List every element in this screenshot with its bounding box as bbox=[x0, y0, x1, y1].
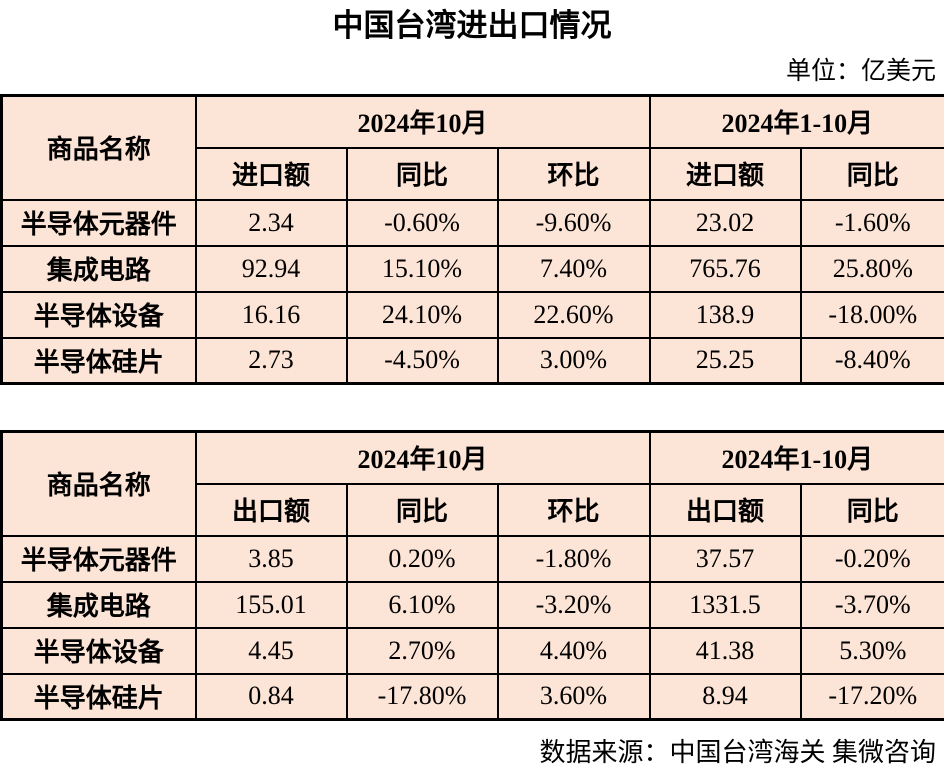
product-name-cell: 集成电路 bbox=[2, 246, 196, 292]
value-cell: -17.80% bbox=[347, 674, 498, 720]
value-cell: 0.20% bbox=[347, 536, 498, 582]
product-name-cell: 半导体硅片 bbox=[2, 338, 196, 384]
value-cell: 37.57 bbox=[650, 536, 801, 582]
value-cell: 6.10% bbox=[347, 582, 498, 628]
value-cell: 2.34 bbox=[196, 200, 347, 246]
export-table: 商品名称 2024年10月 2024年1-10月 出口额 同比 环比 出口额 同… bbox=[0, 430, 944, 721]
sub-header-cell: 出口额 bbox=[650, 484, 801, 536]
value-cell: 138.9 bbox=[650, 292, 801, 338]
sub-header-cell: 环比 bbox=[498, 148, 650, 200]
value-cell: 92.94 bbox=[196, 246, 347, 292]
value-cell: -3.20% bbox=[498, 582, 650, 628]
sub-header-cell: 环比 bbox=[498, 484, 650, 536]
value-cell: 23.02 bbox=[650, 200, 801, 246]
value-cell: 4.45 bbox=[196, 628, 347, 674]
value-cell: 15.10% bbox=[347, 246, 498, 292]
value-cell: -3.70% bbox=[801, 582, 944, 628]
table-row: 集成电路 92.94 15.10% 7.40% 765.76 25.80% bbox=[2, 246, 944, 292]
sub-header-cell: 进口额 bbox=[196, 148, 347, 200]
sub-header-cell: 同比 bbox=[347, 484, 498, 536]
value-cell: -9.60% bbox=[498, 200, 650, 246]
table-row: 半导体元器件 2.34 -0.60% -9.60% 23.02 -1.60% bbox=[2, 200, 944, 246]
source-label: 数据来源：中国台湾海关 集微咨询 bbox=[0, 737, 944, 769]
group-header-cell: 2024年10月 bbox=[196, 432, 650, 484]
table-row: 商品名称 2024年10月 2024年1-10月 bbox=[2, 96, 944, 148]
table-row: 半导体设备 16.16 24.10% 22.60% 138.9 -18.00% bbox=[2, 292, 944, 338]
value-cell: -1.60% bbox=[801, 200, 944, 246]
value-cell: -4.50% bbox=[347, 338, 498, 384]
value-cell: 765.76 bbox=[650, 246, 801, 292]
corner-header-cell: 商品名称 bbox=[2, 96, 196, 200]
value-cell: 7.40% bbox=[498, 246, 650, 292]
value-cell: -17.20% bbox=[801, 674, 944, 720]
unit-label: 单位：亿美元 bbox=[0, 56, 944, 88]
product-name-cell: 半导体设备 bbox=[2, 292, 196, 338]
table-row: 半导体元器件 3.85 0.20% -1.80% 37.57 -0.20% bbox=[2, 536, 944, 582]
value-cell: 5.30% bbox=[801, 628, 944, 674]
value-cell: -1.80% bbox=[498, 536, 650, 582]
value-cell: -0.60% bbox=[347, 200, 498, 246]
product-name-cell: 半导体硅片 bbox=[2, 674, 196, 720]
page-title: 中国台湾进出口情况 bbox=[0, 8, 944, 44]
sub-header-cell: 同比 bbox=[801, 484, 944, 536]
table-row: 集成电路 155.01 6.10% -3.20% 1331.5 -3.70% bbox=[2, 582, 944, 628]
value-cell: 8.94 bbox=[650, 674, 801, 720]
value-cell: 25.25 bbox=[650, 338, 801, 384]
sub-header-cell: 进口额 bbox=[650, 148, 801, 200]
value-cell: 1331.5 bbox=[650, 582, 801, 628]
product-name-cell: 半导体元器件 bbox=[2, 200, 196, 246]
value-cell: 155.01 bbox=[196, 582, 347, 628]
value-cell: 0.84 bbox=[196, 674, 347, 720]
value-cell: 2.73 bbox=[196, 338, 347, 384]
group-header-cell: 2024年1-10月 bbox=[650, 96, 944, 148]
value-cell: 22.60% bbox=[498, 292, 650, 338]
group-header-cell: 2024年10月 bbox=[196, 96, 650, 148]
value-cell: -18.00% bbox=[801, 292, 944, 338]
value-cell: 2.70% bbox=[347, 628, 498, 674]
sub-header-cell: 同比 bbox=[347, 148, 498, 200]
table-row: 商品名称 2024年10月 2024年1-10月 bbox=[2, 432, 944, 484]
value-cell: -0.20% bbox=[801, 536, 944, 582]
product-name-cell: 集成电路 bbox=[2, 582, 196, 628]
product-name-cell: 半导体设备 bbox=[2, 628, 196, 674]
table-row: 半导体硅片 2.73 -4.50% 3.00% 25.25 -8.40% bbox=[2, 338, 944, 384]
product-name-cell: 半导体元器件 bbox=[2, 536, 196, 582]
table-row: 半导体设备 4.45 2.70% 4.40% 41.38 5.30% bbox=[2, 628, 944, 674]
value-cell: -8.40% bbox=[801, 338, 944, 384]
value-cell: 3.60% bbox=[498, 674, 650, 720]
value-cell: 3.85 bbox=[196, 536, 347, 582]
sub-header-cell: 同比 bbox=[801, 148, 944, 200]
corner-header-cell: 商品名称 bbox=[2, 432, 196, 536]
value-cell: 4.40% bbox=[498, 628, 650, 674]
value-cell: 16.16 bbox=[196, 292, 347, 338]
sub-header-cell: 出口额 bbox=[196, 484, 347, 536]
value-cell: 41.38 bbox=[650, 628, 801, 674]
import-table: 商品名称 2024年10月 2024年1-10月 进口额 同比 环比 进口额 同… bbox=[0, 94, 944, 385]
value-cell: 24.10% bbox=[347, 292, 498, 338]
value-cell: 3.00% bbox=[498, 338, 650, 384]
group-header-cell: 2024年1-10月 bbox=[650, 432, 944, 484]
value-cell: 25.80% bbox=[801, 246, 944, 292]
table-row: 半导体硅片 0.84 -17.80% 3.60% 8.94 -17.20% bbox=[2, 674, 944, 720]
